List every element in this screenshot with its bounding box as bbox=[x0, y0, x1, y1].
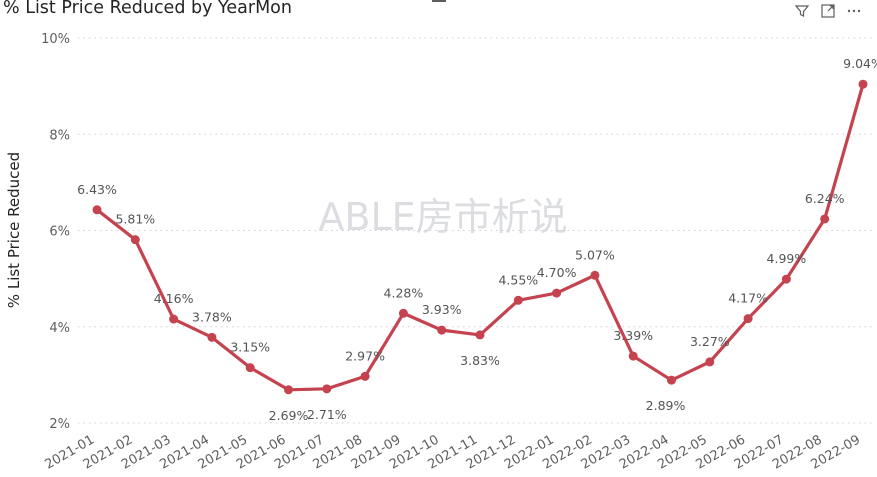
data-point bbox=[130, 235, 140, 245]
data-label: 6.24% bbox=[805, 191, 845, 206]
gridlines bbox=[78, 37, 872, 424]
data-label: 2.71% bbox=[307, 407, 347, 422]
data-label: 3.27% bbox=[690, 334, 730, 349]
y-tick-label: 4% bbox=[49, 321, 70, 336]
y-axis-ticks: 2% 4% 6% 8% 10% bbox=[41, 32, 70, 432]
data-label: 3.78% bbox=[192, 309, 232, 324]
data-point bbox=[169, 314, 179, 324]
data-label: 2.97% bbox=[345, 348, 385, 363]
data-label: 5.07% bbox=[575, 247, 615, 262]
series-points bbox=[92, 79, 868, 395]
data-label: 3.39% bbox=[613, 328, 653, 343]
x-axis-ticks: 2021-012021-022021-032021-042021-052021-… bbox=[42, 432, 863, 472]
data-label: 4.55% bbox=[498, 272, 538, 287]
data-point bbox=[628, 351, 638, 361]
focus-mode-icon[interactable] bbox=[819, 2, 837, 20]
data-point bbox=[398, 308, 408, 318]
data-label: 9.04% bbox=[843, 56, 877, 71]
data-point bbox=[781, 274, 791, 284]
data-label: 3.83% bbox=[460, 353, 500, 368]
visual-header-toolbar bbox=[793, 2, 863, 20]
data-point bbox=[513, 295, 523, 305]
data-point bbox=[437, 325, 447, 335]
data-label: 6.43% bbox=[77, 182, 117, 197]
data-label: 4.28% bbox=[384, 285, 424, 300]
visual-drag-handle[interactable] bbox=[432, 0, 446, 2]
data-point bbox=[552, 288, 562, 298]
data-label: 4.70% bbox=[537, 265, 577, 280]
data-label: 4.17% bbox=[728, 291, 768, 306]
y-tick-label: 10% bbox=[41, 32, 70, 47]
data-label: 3.93% bbox=[422, 302, 462, 317]
data-label: 4.16% bbox=[154, 291, 194, 306]
y-axis-label: % List Price Reduced bbox=[5, 152, 23, 308]
data-label: 4.99% bbox=[767, 251, 807, 266]
data-point bbox=[360, 371, 370, 381]
y-tick-label: 8% bbox=[49, 128, 70, 143]
filter-icon[interactable] bbox=[793, 2, 811, 20]
data-point bbox=[743, 314, 753, 324]
data-label: 5.81% bbox=[115, 212, 155, 227]
data-point bbox=[92, 205, 102, 215]
data-label: 3.15% bbox=[230, 340, 270, 355]
data-labels: 6.43% 5.81% 4.16% 3.78% 3.15% 2.69%2.71% 2.97%… bbox=[77, 56, 877, 423]
chart-title: % List Price Reduced by YearMon bbox=[3, 0, 292, 18]
data-label: 2.89% bbox=[646, 398, 686, 413]
data-point bbox=[858, 79, 868, 89]
y-tick-label: 6% bbox=[49, 225, 70, 240]
data-point bbox=[820, 214, 830, 224]
data-point bbox=[590, 270, 600, 280]
data-point bbox=[284, 385, 293, 395]
data-point bbox=[245, 363, 255, 373]
data-point bbox=[705, 357, 715, 367]
data-point bbox=[322, 384, 332, 394]
data-point bbox=[475, 330, 485, 340]
watermark: ABLE房市析说 bbox=[318, 195, 567, 239]
y-tick-label: 2% bbox=[49, 417, 70, 432]
data-label: 2.69% bbox=[269, 408, 309, 423]
data-point bbox=[667, 375, 676, 385]
more-options-icon[interactable] bbox=[845, 2, 863, 20]
data-point bbox=[207, 332, 217, 342]
